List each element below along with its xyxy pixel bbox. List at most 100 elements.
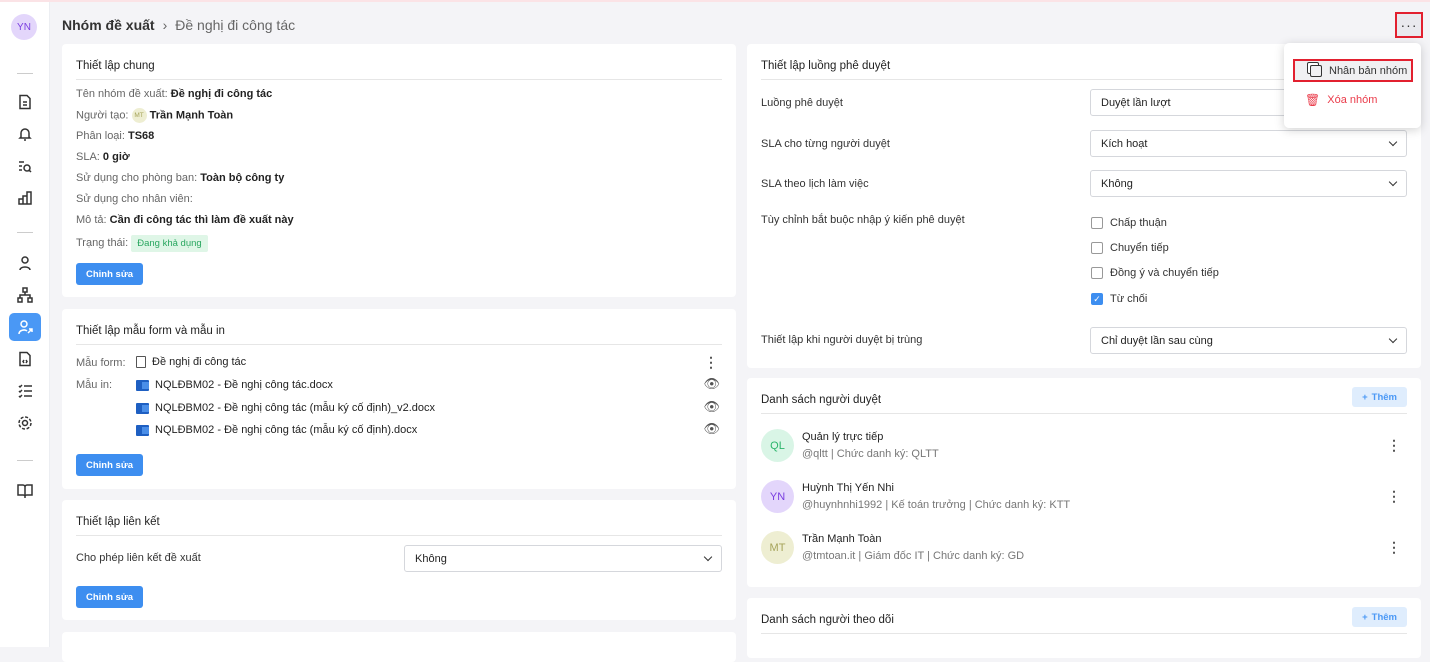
search-list-icon[interactable] [9, 152, 41, 180]
menu-label: Xóa nhóm [1327, 93, 1378, 106]
approver-detail: @qltt | Chức danh ký: QLTT [802, 448, 939, 460]
edit-forms-button[interactable]: Chỉnh sửa [76, 454, 143, 476]
approver-name: Huỳnh Thị Yến Nhi [802, 482, 894, 494]
user-share-icon[interactable] [9, 313, 41, 341]
duplicate-select[interactable]: Chỉ duyệt lần sau cùng [1090, 327, 1407, 354]
eye-icon[interactable]: 👁 [703, 376, 720, 391]
avatar: MT [761, 531, 794, 564]
card-title: Thiết lập luồng phê duyệt [761, 44, 1407, 80]
link-value: Không [415, 552, 447, 565]
trash-icon: 🗑 [1305, 92, 1321, 107]
divider [17, 73, 33, 74]
avatar: YN [761, 480, 794, 513]
book-icon[interactable] [9, 476, 41, 504]
breadcrumb-root[interactable]: Nhóm đề xuất [62, 17, 155, 33]
chevron-down-icon [703, 552, 713, 562]
approver-item: YN Huỳnh Thị Yến Nhi @huynhnhi1992 | Kế to… [761, 480, 1070, 513]
desc-value: Cần đi công tác thì làm đề xuất này [109, 214, 294, 226]
form-label: Mẫu form: [76, 357, 126, 369]
document-icon[interactable] [9, 88, 41, 116]
checkbox-agree-forward[interactable]: Đồng ý và chuyển tiếp [1091, 267, 1219, 279]
chevron-down-icon [1388, 334, 1398, 344]
delete-group-menu-item[interactable]: 🗑 Xóa nhóm [1293, 88, 1413, 111]
general-settings-card: Thiết lập chung Tên nhóm đề xuất: Đề ngh… [62, 44, 736, 297]
chart-icon[interactable] [9, 184, 41, 212]
print-file[interactable]: NQLĐBM02 - Đề nghị công tác.docx [155, 379, 333, 391]
checkbox[interactable] [1091, 217, 1103, 229]
sidebar: YN [0, 2, 50, 647]
status-label: Trạng thái: [76, 237, 129, 249]
link-label: Cho phép liên kết đề xuất [76, 552, 201, 564]
link-settings-card: Thiết lập liên kết Cho phép liên kết đề … [62, 500, 736, 620]
approver-name: Quản lý trực tiếp [802, 431, 884, 443]
checkbox[interactable] [1091, 267, 1103, 279]
calendar-select[interactable]: Không [1090, 170, 1407, 197]
approver-more-icon[interactable]: ⋮ [1387, 437, 1401, 453]
avatar: QL [761, 429, 794, 462]
approver-detail: @tmtoan.it | Giám đốc IT | Chức danh ký:… [802, 550, 1025, 562]
checkbox[interactable] [1091, 242, 1103, 254]
breadcrumb: Nhóm đề xuất › Đề nghị đi công tác [62, 17, 295, 33]
file-code-icon[interactable] [9, 345, 41, 373]
sla-label: SLA: [76, 151, 100, 163]
user-icon[interactable] [9, 249, 41, 277]
checkbox-approve[interactable]: Chấp thuận [1091, 217, 1167, 229]
gear-icon[interactable] [9, 409, 41, 437]
chevron-down-icon [1388, 137, 1398, 147]
form-settings-card: Thiết lập mẫu form và mẫu in Mẫu form: Đ… [62, 309, 736, 489]
file-icon [136, 356, 146, 368]
form-more-icon[interactable]: ⋮ [704, 354, 718, 370]
add-approver-button[interactable]: + Thêm [1352, 387, 1407, 407]
checkbox-reject[interactable]: ✓ Từ chối [1091, 293, 1147, 305]
checkbox-checked[interactable]: ✓ [1091, 293, 1103, 305]
sla-select[interactable]: Kích hoạt [1090, 130, 1407, 157]
print-file[interactable]: NQLĐBM02 - Đề nghị công tác (mẫu ký cố đ… [155, 402, 436, 414]
flow-value: Duyệt lần lượt [1101, 96, 1171, 109]
edit-general-button[interactable]: Chỉnh sửa [76, 263, 143, 285]
custom-label: Tùy chỉnh bắt buộc nhập ý kiến phê duyệt [761, 214, 965, 226]
checkbox-label: Từ chối [1110, 293, 1148, 305]
duplicate-group-menu-item[interactable]: Nhân bản nhóm [1293, 59, 1413, 82]
card-title: Thiết lập chung [76, 44, 722, 80]
eye-icon[interactable]: 👁 [703, 399, 720, 414]
word-icon [136, 424, 149, 436]
form-name[interactable]: Đề nghị đi công tác [152, 356, 247, 368]
eye-icon[interactable]: 👁 [703, 421, 720, 436]
checkbox-label: Đồng ý và chuyển tiếp [1110, 267, 1219, 279]
chevron-down-icon [1388, 177, 1398, 187]
add-follower-button[interactable]: + Thêm [1352, 607, 1407, 627]
card-title: Thiết lập liên kết [76, 500, 722, 536]
print-file[interactable]: NQLĐBM02 - Đề nghị công tác (mẫu ký cố đ… [155, 424, 418, 436]
sla-value: 0 giờ [102, 151, 130, 163]
desc-label: Mô tả: [76, 214, 107, 226]
add-label: Thêm [1371, 611, 1397, 623]
user-avatar[interactable]: YN [11, 14, 37, 40]
checkbox-label: Chuyển tiếp [1110, 242, 1169, 254]
dept-label: Sử dụng cho phòng ban: [76, 172, 198, 184]
edit-link-button[interactable]: Chỉnh sửa [76, 586, 143, 608]
more-options-button[interactable]: ··· [1395, 12, 1423, 38]
checklist-icon[interactable] [9, 377, 41, 405]
creator-value: Trần Mạnh Toàn [149, 109, 234, 122]
checkbox-forward[interactable]: Chuyển tiếp [1091, 242, 1169, 254]
plus-icon: + [1362, 391, 1368, 403]
next-card [62, 632, 736, 662]
duplicate-label: Thiết lập khi người duyệt bị trùng [761, 334, 923, 346]
approver-more-icon[interactable]: ⋮ [1387, 539, 1401, 555]
card-title: Danh sách người theo dõi [761, 598, 1407, 634]
approver-more-icon[interactable]: ⋮ [1387, 488, 1401, 504]
bell-icon[interactable] [9, 120, 41, 148]
followers-card: Danh sách người theo dõi + Thêm [747, 598, 1421, 658]
category-label: Phân loại: [76, 130, 125, 142]
duplicate-value: Chỉ duyệt lần sau cùng [1101, 334, 1213, 347]
dept-value: Toàn bộ công ty [200, 172, 285, 184]
creator-label: Người tạo: [76, 109, 129, 122]
category-value: TS68 [128, 130, 155, 142]
status-badge: Đang khả dụng [131, 235, 208, 252]
link-select[interactable]: Không [404, 545, 722, 572]
top-border [0, 0, 1430, 2]
checkbox-label: Chấp thuận [1110, 217, 1167, 229]
staff-label: Sử dụng cho nhân viên: [76, 193, 193, 205]
menu-label: Nhân bản nhóm [1329, 64, 1408, 77]
org-chart-icon[interactable] [9, 281, 41, 309]
